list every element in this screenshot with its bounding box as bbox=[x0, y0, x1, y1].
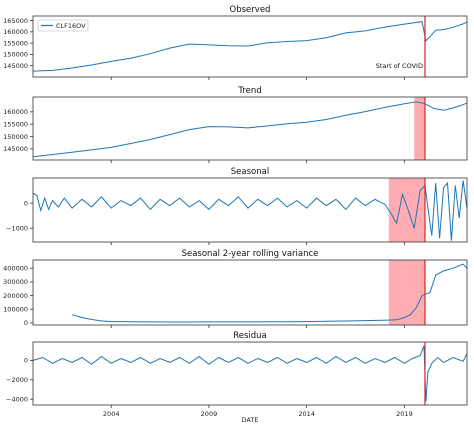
legend-label: CLF16OV bbox=[56, 22, 86, 30]
panel-frame bbox=[32, 341, 468, 406]
y-tick-label: 150000 bbox=[3, 133, 28, 141]
panel-title: Residua bbox=[233, 331, 267, 341]
legend-box bbox=[37, 19, 89, 32]
series-line bbox=[32, 101, 468, 158]
covid-annotation: Start of COVID bbox=[376, 62, 423, 70]
y-tick-label: 160000 bbox=[3, 108, 28, 116]
y-tick-label: 0 bbox=[24, 357, 28, 365]
series-line bbox=[32, 21, 468, 72]
y-tick-label: 400000 bbox=[3, 265, 28, 273]
y-tick-label: 0 bbox=[24, 199, 28, 207]
y-tick-label: 200000 bbox=[3, 292, 28, 300]
x-tick-label: 2014 bbox=[298, 410, 315, 418]
panel-frame bbox=[32, 96, 468, 161]
x-tick-label: 2009 bbox=[201, 410, 218, 418]
panel-title: Trend bbox=[237, 86, 261, 96]
shaded-region bbox=[388, 260, 425, 325]
panel-title: Observed bbox=[230, 5, 271, 15]
y-tick-label: 155000 bbox=[3, 120, 28, 128]
panel-frame bbox=[32, 15, 468, 78]
y-tick-label: 155000 bbox=[3, 39, 28, 47]
series-line bbox=[32, 345, 468, 402]
y-tick-label: 150000 bbox=[3, 51, 28, 59]
y-tick-label: 100000 bbox=[3, 306, 28, 314]
y-tick-label: −1000 bbox=[6, 224, 28, 232]
y-tick-label: 160000 bbox=[3, 28, 28, 36]
x-tick-label: 2019 bbox=[396, 410, 413, 418]
y-tick-label: 145000 bbox=[3, 145, 28, 153]
panel-title: Seasonal 2-year rolling variance bbox=[182, 249, 319, 259]
y-tick-label: 165000 bbox=[3, 17, 28, 25]
panel-frame bbox=[32, 259, 468, 326]
series-line bbox=[71, 263, 468, 323]
shaded-region bbox=[414, 97, 425, 160]
y-tick-label: 0 bbox=[24, 319, 28, 327]
y-tick-label: −4000 bbox=[6, 395, 28, 403]
x-tick-label: 2004 bbox=[103, 410, 120, 418]
shaded-region bbox=[388, 178, 425, 242]
y-tick-label: 145000 bbox=[3, 62, 28, 70]
series-line bbox=[32, 180, 468, 241]
x-axis-label: DATE bbox=[242, 416, 259, 424]
y-tick-label: −2000 bbox=[6, 376, 28, 384]
panel-frame bbox=[32, 177, 468, 243]
panel-title: Seasonal bbox=[231, 167, 269, 177]
y-tick-label: 300000 bbox=[3, 278, 28, 286]
